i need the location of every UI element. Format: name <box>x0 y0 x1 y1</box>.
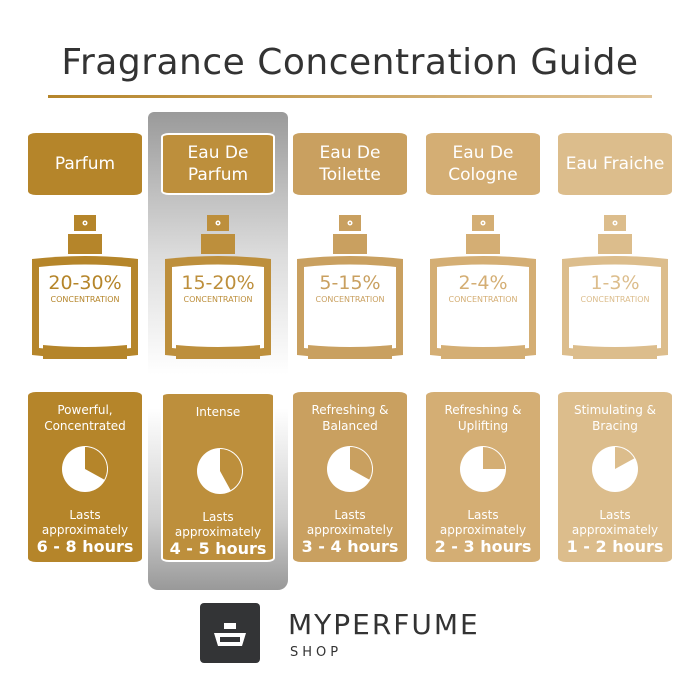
duration: 6 - 8 hours <box>36 537 134 556</box>
longevity-card: Powerful, Concentrated Lasts approximate… <box>28 392 142 562</box>
bottle-icon <box>562 215 668 359</box>
description: Refreshing & Balanced <box>311 403 389 433</box>
duration: 2 - 3 hours <box>434 537 532 556</box>
fill-level <box>573 345 657 359</box>
description: Powerful, Concentrated <box>44 403 126 433</box>
bottle-icon <box>165 215 271 359</box>
description: Refreshing & Uplifting <box>444 403 522 433</box>
concentration-value: 1-3% <box>590 272 640 294</box>
type-name: Eau De Toilette <box>293 133 407 195</box>
bottle-icon <box>32 215 138 359</box>
pie-wedge <box>483 447 505 469</box>
concentration-label: CONCENTRATION <box>315 295 385 304</box>
concentration-label: CONCENTRATION <box>183 295 253 304</box>
pie-wedge <box>350 447 372 480</box>
longevity-card: Refreshing & Uplifting Lasts approximate… <box>426 392 540 562</box>
concentration-label: CONCENTRATION <box>580 295 650 304</box>
lasts-label: Lasts approximately <box>571 508 659 537</box>
lasts-label: Lasts approximately <box>306 508 394 537</box>
clock-pie-icon <box>592 446 638 492</box>
concentration-value: 2-4% <box>458 272 508 294</box>
fill-level <box>441 345 525 359</box>
type-name: Eau De Parfum <box>161 133 275 195</box>
clock-pie-icon <box>62 446 108 492</box>
pie-wedge <box>85 447 107 480</box>
pie-wedge <box>220 449 242 491</box>
concentration-label: CONCENTRATION <box>448 295 518 304</box>
page-title: Fragrance Concentration Guide <box>61 42 639 83</box>
type-name: Parfum <box>28 133 142 195</box>
concentration-label: CONCENTRATION <box>50 295 120 304</box>
fill-level <box>176 345 260 359</box>
clock-pie-icon <box>327 446 373 492</box>
fill-level <box>308 345 392 359</box>
description: Intense <box>195 405 241 419</box>
duration: 3 - 4 hours <box>301 537 399 556</box>
duration: 1 - 2 hours <box>566 537 664 556</box>
longevity-card: Refreshing & Balanced Lasts approximatel… <box>293 392 407 562</box>
type-name: Eau De Cologne <box>426 133 540 195</box>
concentration-value: 5-15% <box>319 272 381 294</box>
lasts-label: Lasts approximately <box>174 510 262 539</box>
lasts-label: Lasts approximately <box>41 508 129 537</box>
description: Stimulating & Bracing <box>573 403 657 433</box>
brand-sub: SHOP <box>290 645 343 660</box>
fill-level <box>43 345 127 359</box>
clock-pie-icon <box>460 446 506 492</box>
pie-wedge <box>615 447 635 469</box>
clock-pie-icon <box>197 448 243 494</box>
longevity-card: Intense Lasts approximately 4 - 5 hours <box>161 392 275 562</box>
duration: 4 - 5 hours <box>169 539 267 558</box>
concentration-value: 15-20% <box>181 272 255 294</box>
brand-logo-icon <box>200 603 260 663</box>
concentration-value: 20-30% <box>48 272 122 294</box>
brand-name: MYPERFUME <box>288 608 480 641</box>
bottle-icon <box>430 215 536 359</box>
longevity-card: Stimulating & Bracing Lasts approximatel… <box>558 392 672 562</box>
lasts-label: Lasts approximately <box>439 508 527 537</box>
type-name: Eau Fraiche <box>558 133 672 195</box>
title-divider <box>48 95 652 98</box>
bottle-icon <box>297 215 403 359</box>
